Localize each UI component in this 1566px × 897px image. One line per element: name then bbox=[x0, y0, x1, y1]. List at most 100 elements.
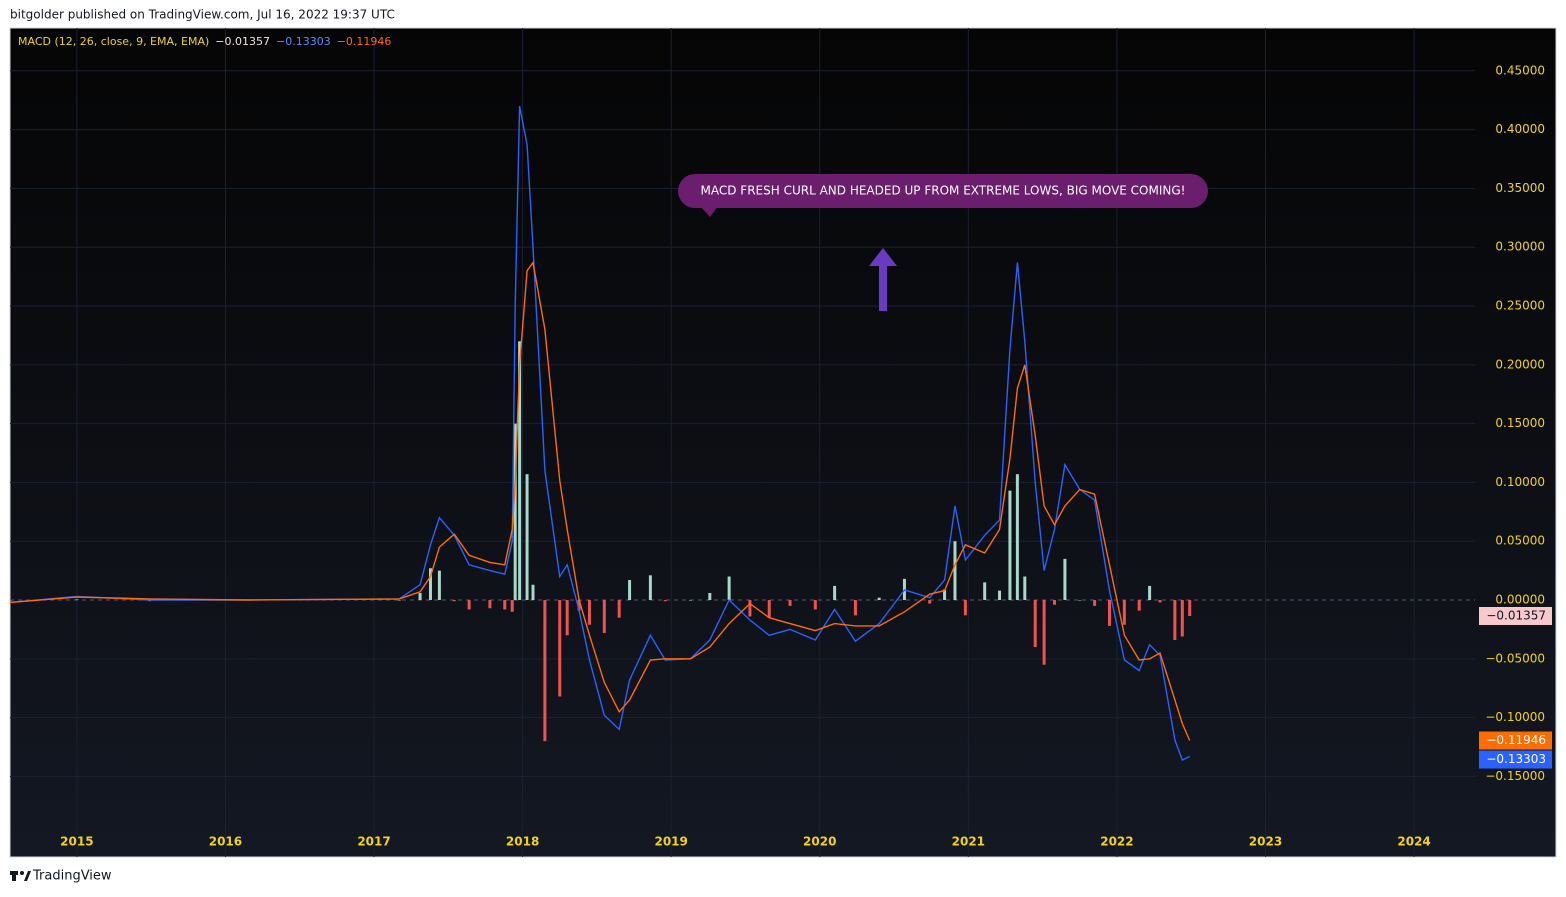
y-tick-label: 0.20000 bbox=[1495, 357, 1545, 371]
histogram-bar bbox=[1122, 600, 1126, 625]
histogram-bar bbox=[75, 599, 79, 601]
y-tick-label: 0.05000 bbox=[1495, 534, 1545, 548]
histogram-bar bbox=[428, 568, 432, 601]
arrow bbox=[869, 248, 897, 311]
histogram-bar bbox=[565, 600, 569, 636]
histogram-bar bbox=[602, 600, 606, 633]
y-tick-label: 0.10000 bbox=[1495, 475, 1545, 489]
header: bitgolder published on TradingView.com, … bbox=[10, 8, 395, 22]
histogram-bar bbox=[488, 600, 492, 609]
y-tick-label: 0.00000 bbox=[1495, 593, 1545, 607]
histogram-bar bbox=[877, 597, 881, 601]
y-tick-label: 0.45000 bbox=[1495, 63, 1545, 77]
histogram-bar bbox=[1008, 490, 1012, 601]
x-tick-label: 2015 bbox=[60, 835, 93, 849]
annotation-bubble: MACD FRESH CURL AND HEADED UP FROM EXTRE… bbox=[678, 174, 1208, 217]
y-tick-label: 0.15000 bbox=[1495, 416, 1545, 430]
histogram-bar bbox=[1063, 558, 1067, 601]
price-badge bbox=[1479, 606, 1552, 625]
histogram-bar bbox=[518, 341, 522, 601]
histogram-bar bbox=[928, 600, 932, 604]
x-tick-label: 2018 bbox=[506, 835, 539, 849]
legend-signal-value: −0.11946 bbox=[337, 35, 392, 48]
y-tick-label: 0.40000 bbox=[1495, 122, 1545, 136]
histogram-bar bbox=[543, 600, 547, 742]
histogram-bar bbox=[1180, 600, 1184, 637]
x-tick-label: 2022 bbox=[1100, 835, 1133, 849]
series-line bbox=[9, 105, 1190, 761]
histogram-bar bbox=[833, 585, 837, 601]
histogram-bar bbox=[1023, 576, 1027, 601]
histogram-bar bbox=[452, 600, 456, 602]
histogram-bar bbox=[983, 582, 987, 601]
legend-histogram-value: −0.01357 bbox=[215, 35, 270, 48]
y-tick-label: 0.25000 bbox=[1495, 299, 1545, 313]
legend-macd-value: −0.13303 bbox=[276, 35, 331, 48]
histogram-bar bbox=[708, 592, 712, 601]
price-badge-label: −0.13303 bbox=[1486, 752, 1546, 766]
histogram-bar bbox=[587, 600, 591, 625]
histogram-bar bbox=[1148, 585, 1152, 601]
histogram-bar bbox=[525, 474, 529, 601]
y-tick-label: 0.35000 bbox=[1495, 181, 1545, 195]
footer: TradingView bbox=[32, 869, 112, 884]
price-badge bbox=[1479, 731, 1552, 750]
histogram-bar bbox=[1107, 600, 1111, 626]
histogram-bar bbox=[1158, 600, 1162, 603]
histogram-bar bbox=[853, 600, 857, 616]
histogram-bar bbox=[1137, 600, 1141, 611]
histogram-bar bbox=[727, 576, 731, 601]
histogram-bar bbox=[767, 600, 771, 618]
histogram-bar bbox=[531, 584, 535, 601]
histogram-bar bbox=[577, 600, 581, 611]
annotation-text: MACD FRESH CURL AND HEADED UP FROM EXTRE… bbox=[701, 184, 1186, 198]
histogram-bar bbox=[1053, 600, 1057, 605]
histogram-bar bbox=[998, 590, 1002, 601]
price-badge-label: −0.01357 bbox=[1486, 608, 1546, 622]
y-tick-label: 0.30000 bbox=[1495, 240, 1545, 254]
histogram-bar bbox=[503, 600, 507, 610]
histogram-bar bbox=[1093, 600, 1097, 606]
histogram-bar bbox=[663, 600, 667, 602]
histogram-bar bbox=[1188, 600, 1192, 616]
histogram-bar bbox=[788, 600, 792, 606]
histogram-bar bbox=[558, 600, 562, 697]
histogram-bar bbox=[467, 600, 471, 610]
histogram-bar bbox=[953, 541, 957, 601]
price-badge bbox=[1479, 750, 1552, 769]
histogram-bar bbox=[617, 600, 621, 618]
x-tick-label: 2021 bbox=[952, 835, 985, 849]
legend-title: MACD (12, 26, close, 9, EMA, EMA) bbox=[18, 35, 209, 48]
histogram-bar bbox=[1173, 600, 1177, 641]
histogram-bar bbox=[748, 600, 752, 617]
histogram-bar bbox=[510, 600, 514, 612]
histogram-bar bbox=[648, 575, 652, 601]
x-tick-label: 2017 bbox=[357, 835, 390, 849]
x-tick-label: 2023 bbox=[1249, 835, 1282, 849]
footer-logo bbox=[10, 871, 31, 881]
histogram-bar bbox=[437, 570, 441, 601]
histogram-bar bbox=[418, 592, 422, 601]
histogram-bar bbox=[943, 589, 947, 601]
histogram-bar bbox=[688, 600, 692, 601]
histogram-bar bbox=[963, 600, 967, 616]
histogram-bar bbox=[513, 423, 517, 601]
chart-panel bbox=[9, 27, 1557, 858]
histogram-bar bbox=[628, 580, 632, 601]
y-tick-label: −0.05000 bbox=[1485, 651, 1545, 665]
x-tick-label: 2016 bbox=[209, 835, 242, 849]
y-tick-label: −0.15000 bbox=[1485, 769, 1545, 783]
histogram-bar bbox=[1042, 600, 1046, 665]
price-badge-label: −0.11946 bbox=[1486, 733, 1546, 747]
x-tick-label: 2020 bbox=[803, 835, 836, 849]
plot: 2015 2016 2017 2018 2019 2020 2021 2022 2023 2024… bbox=[8, 28, 1552, 857]
histogram-bar bbox=[8, 600, 12, 601]
x-tick-label: 2019 bbox=[654, 835, 687, 849]
x-tick-label: 2024 bbox=[1397, 835, 1430, 849]
y-tick-label: −0.10000 bbox=[1485, 710, 1545, 724]
series-line bbox=[9, 260, 1191, 741]
histogram-bar bbox=[1078, 600, 1082, 601]
histogram-bar bbox=[1015, 474, 1019, 601]
